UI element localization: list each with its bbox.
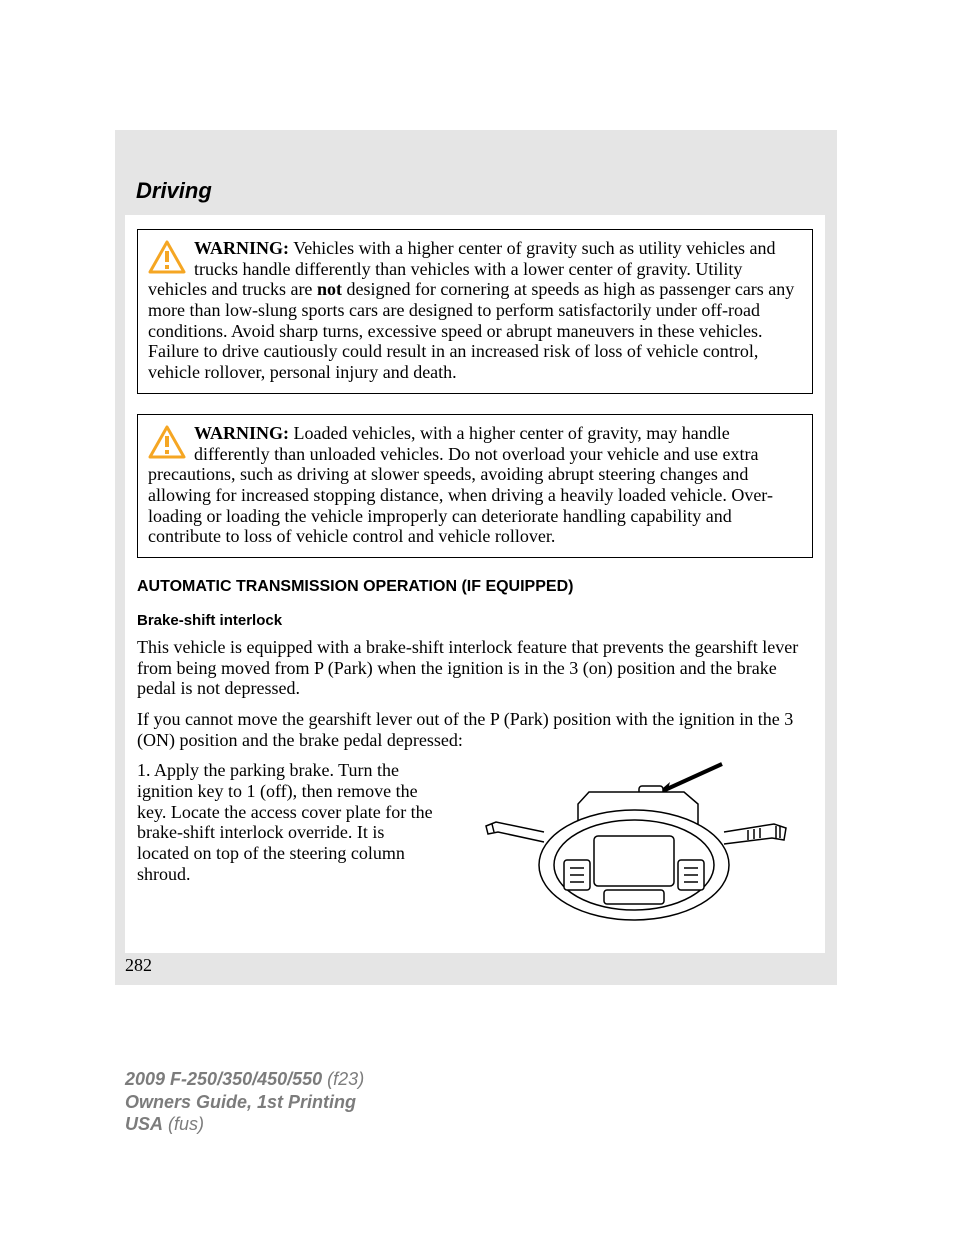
warning-bold-word: not: [317, 279, 342, 299]
warning-text-1: WARNING: Vehicles with a higher center o…: [148, 238, 802, 383]
page-number: 282: [125, 955, 152, 976]
footer: 2009 F-250/350/450/550 (f23) Owners Guid…: [125, 1068, 364, 1136]
heading-transmission: AUTOMATIC TRANSMISSION OPERATION (IF EQU…: [137, 578, 813, 596]
warning-label: WARNING:: [194, 423, 289, 443]
footer-line-3: USA (fus): [125, 1113, 364, 1136]
footer-model: 2009 F-250/350/450/550: [125, 1069, 322, 1089]
footer-region-code: (fus): [163, 1114, 204, 1134]
warning-icon: [148, 425, 186, 464]
warning-box-2: WARNING: Loaded vehicles, with a higher …: [137, 414, 813, 558]
steering-column-diagram: [455, 760, 813, 930]
step-1-text: 1. Apply the parking brake. Turn the ign…: [137, 760, 437, 930]
footer-region: USA: [125, 1114, 163, 1134]
footer-guide: Owners Guide, 1st Printing: [125, 1091, 364, 1114]
heading-interlock: Brake-shift interlock: [137, 612, 813, 629]
paragraph-1: This vehicle is equipped with a brake-sh…: [137, 637, 813, 699]
warning-text-2: WARNING: Loaded vehicles, with a higher …: [148, 423, 802, 547]
paragraph-2: If you cannot move the gearshift lever o…: [137, 709, 813, 750]
section-title: Driving: [136, 178, 212, 204]
warning-box-1: WARNING: Vehicles with a higher center o…: [137, 229, 813, 394]
footer-model-code: (f23): [322, 1069, 364, 1089]
footer-line-1: 2009 F-250/350/450/550 (f23): [125, 1068, 364, 1091]
content-area: WARNING: Vehicles with a higher center o…: [125, 215, 825, 953]
warning-label: WARNING:: [194, 238, 289, 258]
warning-icon: [148, 240, 186, 279]
step-row: 1. Apply the parking brake. Turn the ign…: [137, 760, 813, 930]
